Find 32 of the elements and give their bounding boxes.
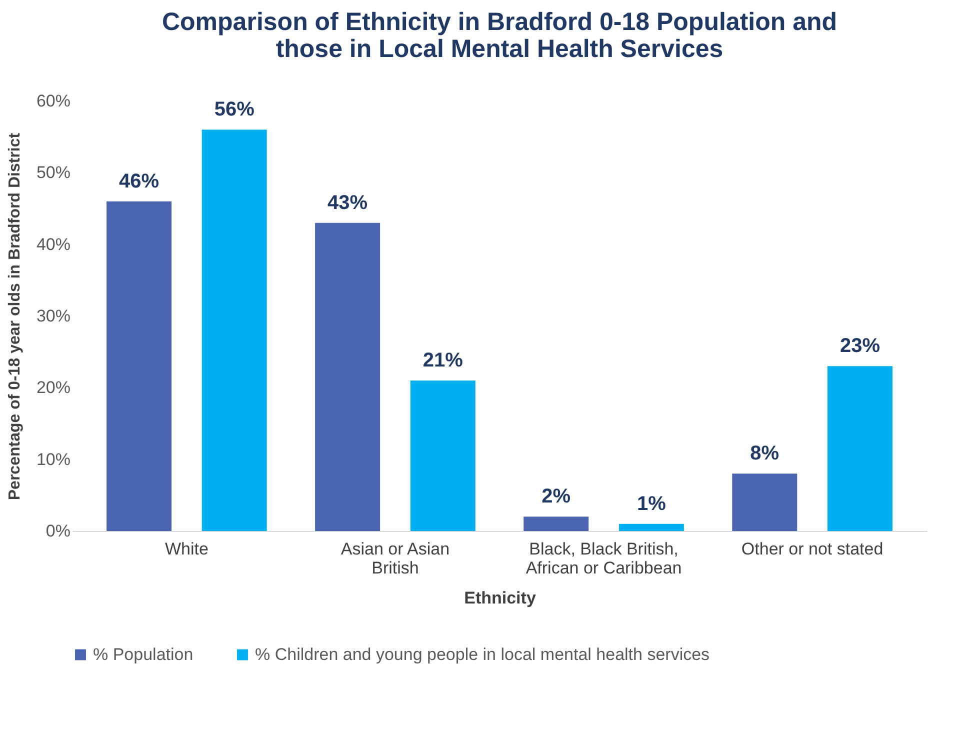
bar (106, 201, 172, 531)
data-label: 43% (328, 192, 368, 214)
y-tick-label: 60% (36, 92, 70, 110)
data-label: 21% (422, 350, 464, 372)
bar (410, 380, 476, 531)
y-axis-title: Percentage of 0-18 year olds in Bradford District (6, 132, 24, 500)
data-label: 8% (750, 442, 780, 465)
x-tick-label: Black, Black British, African or Caribbean (526, 540, 682, 578)
data-label: 1% (636, 492, 666, 515)
x-axis-title: Ethnicity (464, 588, 536, 608)
chart-title: Comparison of Ethnicity in Bradford 0-18 Population and those in Local Mental Health Services (162, 8, 838, 63)
bar (202, 130, 267, 531)
bar (732, 474, 798, 531)
x-tick-label: Other or not stated (741, 540, 884, 558)
y-tick-label: 50% (36, 163, 70, 182)
data-label: 2% (542, 486, 571, 508)
data-label: 56% (214, 98, 255, 121)
bar (827, 366, 892, 531)
x-tick-label: White (164, 540, 208, 558)
bar (618, 524, 684, 531)
legend-label: % Children and young people in local mental health services (255, 644, 710, 664)
y-tick-label: 20% (36, 378, 70, 398)
x-tick-label: Asian or Asian British (340, 540, 450, 578)
data-label: 46% (119, 170, 160, 192)
legend-label: % Population (93, 644, 194, 664)
bar (524, 516, 589, 531)
y-tick-label: 0% (46, 522, 70, 540)
y-tick-label: 10% (36, 450, 70, 469)
bar (315, 222, 380, 531)
y-tick-label: 30% (36, 306, 70, 326)
data-label: 23% (840, 335, 880, 358)
y-tick-label: 40% (36, 234, 70, 254)
